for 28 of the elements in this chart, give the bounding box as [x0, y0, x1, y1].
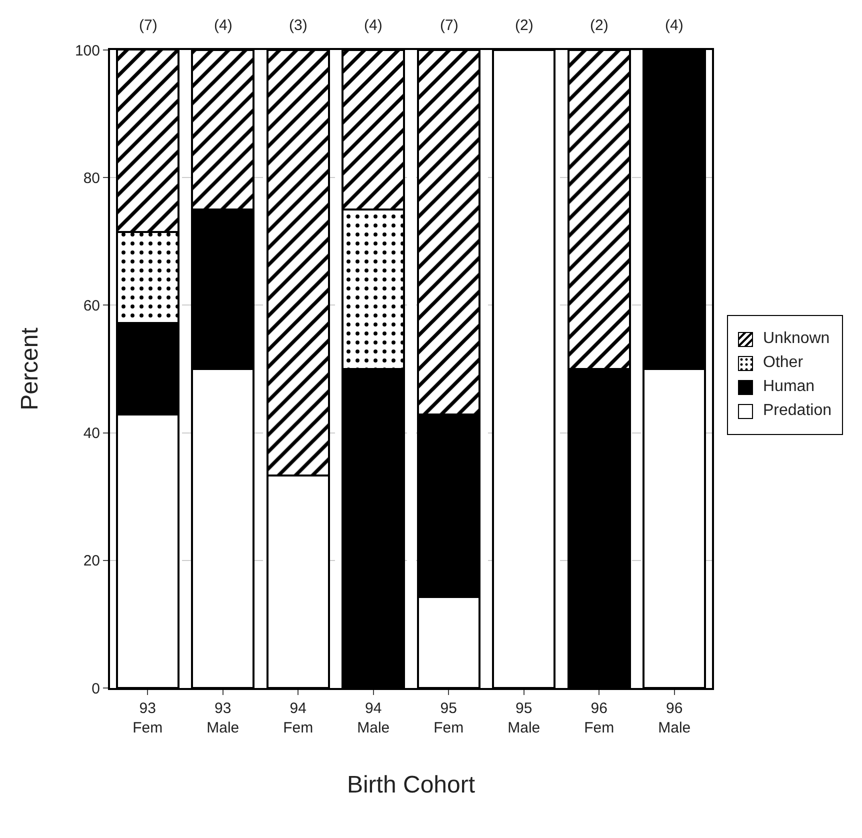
x-tick-label: 96 Fem [584, 700, 614, 736]
annotation: (4) [214, 17, 232, 34]
x-tick-label: 95 Male [508, 700, 540, 736]
y-tick-label: 100 [74, 42, 100, 60]
y-axis-title: Percent [16, 327, 44, 410]
y-tick-label: 40 [83, 425, 100, 442]
legend-label: Other [763, 354, 804, 372]
legend-label: Unknown [763, 330, 830, 348]
annotation: (2) [590, 17, 608, 34]
annotation: (7) [139, 17, 158, 34]
y-tick-label: 0 [92, 680, 100, 698]
annotation: (3) [289, 17, 308, 34]
annotation: (4) [364, 17, 382, 34]
x-tick-label: 94 Fem [283, 700, 314, 736]
x-axis-title: Birth Cohort [346, 771, 476, 798]
annotation: (2) [515, 17, 534, 34]
x-tick-label: 96 Male [658, 700, 691, 736]
legend-label: Human [763, 378, 815, 396]
y-tick-label: 60 [83, 297, 100, 314]
x-tick-label: 93 Male [206, 700, 240, 736]
y-tick-label: 20 [83, 552, 100, 570]
y-tick-label: 80 [83, 170, 100, 187]
x-tick-label: 93 Fem [132, 700, 163, 736]
legend-label: Predation [763, 402, 832, 420]
annotation: (7) [440, 17, 458, 34]
x-tick-label: 95 Fem [434, 700, 464, 736]
x-tick-label: 94 Male [357, 700, 390, 736]
annotation: (4) [665, 17, 684, 34]
